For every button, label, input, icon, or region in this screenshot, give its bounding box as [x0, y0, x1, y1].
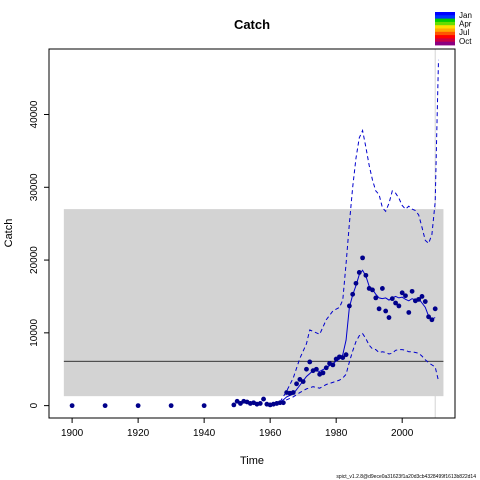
observation-point — [432, 306, 438, 312]
legend-color-segment — [435, 31, 455, 36]
observation-point — [356, 270, 362, 275]
legend-color-segment — [435, 35, 455, 39]
observation-point — [300, 379, 306, 385]
observation-point — [416, 296, 422, 302]
observation-points-layer — [69, 255, 438, 409]
observation-point — [168, 403, 174, 409]
legend-label-jul: Jul — [459, 28, 469, 37]
observation-point — [346, 303, 352, 309]
y-tick-label: 20000 — [29, 246, 40, 274]
x-tick-label: 1920 — [127, 428, 150, 439]
observation-point — [290, 390, 296, 395]
observation-point — [343, 352, 349, 358]
chart-title: Catch — [234, 17, 270, 32]
observation-point — [396, 303, 402, 309]
y-tick-label: 10000 — [29, 319, 40, 347]
observation-point — [231, 402, 237, 408]
observation-point — [320, 370, 326, 376]
y-axis: 0 10000 20000 30000 40000 — [29, 100, 50, 408]
observation-point — [135, 403, 141, 409]
legend-label-jan: Jan — [459, 11, 472, 20]
observation-point — [360, 255, 365, 261]
observation-point — [370, 287, 375, 293]
observation-point — [261, 396, 266, 402]
observation-point — [323, 365, 329, 371]
version-footnote: spict_v1.2.8@d9ece0a31623f1a20d3cb432849… — [336, 474, 476, 480]
legend-label-oct: Oct — [459, 37, 472, 46]
observation-point — [383, 308, 389, 314]
observation-point — [389, 296, 395, 302]
observation-point — [304, 366, 309, 372]
interval-series-line-1 — [279, 59, 439, 403]
observation-point — [277, 400, 283, 406]
observation-point — [69, 403, 75, 409]
observation-point — [353, 280, 359, 286]
observation-point — [379, 286, 385, 291]
x-axis: 1900 1920 1940 1960 1980 2000 — [61, 417, 414, 439]
legend-label-apr: Apr — [459, 20, 472, 29]
observation-point — [393, 300, 398, 306]
observation-point — [257, 401, 263, 406]
observation-point — [280, 400, 286, 406]
observation-point — [340, 355, 346, 360]
observation-point — [294, 381, 299, 387]
x-tick-label: 2000 — [391, 428, 414, 439]
observation-point — [201, 403, 207, 409]
observation-point — [376, 306, 382, 312]
shaded-band — [63, 209, 444, 397]
shaded-interval-band-layer — [63, 209, 444, 397]
observation-point — [409, 288, 415, 294]
y-tick-label: 0 — [29, 402, 40, 408]
legend-color-segment — [435, 12, 455, 16]
observation-point — [422, 299, 428, 304]
legend-color-segment — [435, 15, 455, 19]
y-axis-label: Catch — [3, 219, 15, 248]
legend-color-segment — [435, 41, 455, 46]
observation-point — [403, 293, 408, 299]
interval-series-line-2 — [279, 332, 439, 404]
observation-point — [426, 314, 431, 320]
x-tick-label: 1900 — [61, 428, 84, 439]
legend-color-segment — [435, 28, 455, 33]
y-tick-label: 30000 — [29, 173, 40, 201]
legend-color-segment — [435, 38, 455, 43]
x-tick-label: 1940 — [193, 428, 216, 439]
observation-point — [307, 359, 313, 365]
observation-point — [373, 295, 379, 301]
observation-point — [406, 310, 412, 315]
observation-point — [363, 272, 369, 278]
x-axis-label: Time — [240, 455, 264, 467]
legend-color-segment — [435, 21, 455, 26]
y-tick-label: 40000 — [29, 100, 40, 128]
observation-point — [330, 362, 336, 368]
legend-color-segment — [435, 18, 455, 23]
observation-point — [429, 317, 435, 323]
x-tick-label: 1980 — [325, 428, 348, 439]
observation-point — [386, 315, 392, 320]
observation-point — [350, 291, 356, 297]
x-tick-label: 1960 — [259, 428, 282, 439]
observation-point — [399, 290, 405, 296]
observation-point — [313, 366, 319, 372]
legend-color-segment — [435, 25, 455, 29]
observation-point — [419, 294, 425, 299]
observation-point — [102, 403, 108, 409]
